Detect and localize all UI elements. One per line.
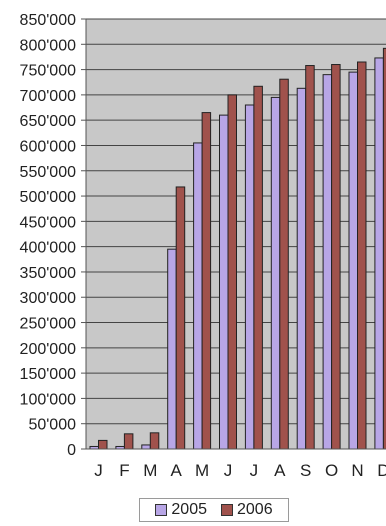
y-tick-label: 350'000 [20, 265, 77, 282]
legend-label-2005: 2005 [171, 501, 207, 518]
x-tick-label: O [325, 461, 338, 480]
y-tick-label: 650'000 [20, 113, 77, 130]
x-tick-label: J [250, 461, 259, 480]
y-tick-label: 100'000 [20, 391, 77, 408]
y-tick-label: 50'000 [28, 417, 76, 434]
y-tick-label: 500'000 [20, 189, 77, 206]
bar-2006-8 [279, 78, 289, 450]
legend-item-2006: 2006 [221, 501, 273, 519]
bar-2005-7 [244, 104, 255, 450]
legend-swatch-2005 [155, 504, 168, 516]
y-tick-label: 750'000 [20, 63, 77, 80]
x-tick-label: M [195, 461, 209, 480]
bar-2005-9 [296, 87, 307, 450]
bar-2006-5 [201, 112, 212, 450]
bar-2006-4 [175, 186, 186, 450]
legend-label-2006: 2006 [237, 501, 273, 518]
bar-2006-1 [98, 439, 108, 450]
bar-2005-12 [374, 57, 384, 450]
y-tick-label: 450'000 [20, 214, 77, 231]
x-tick-label: A [171, 461, 183, 480]
legend-swatch-2006 [221, 504, 233, 516]
y-tick-label: 800'000 [20, 37, 77, 54]
legend-item-2005: 2005 [155, 501, 207, 519]
y-axis-tick-labels: 0 50'000 100'000 150'000 200'000 250'000 300'0… [20, 12, 86, 459]
legend: 2005 2006 [139, 498, 289, 522]
y-tick-label: 150'000 [20, 366, 77, 383]
bar-2006-12 [382, 47, 386, 450]
y-tick-label: 300'000 [20, 290, 77, 307]
bar-2006-3 [149, 432, 160, 450]
bar-2006-10 [331, 64, 341, 450]
bar-2005-10 [322, 74, 333, 450]
bar-2005-11 [348, 71, 358, 450]
bar-2005-6 [219, 114, 229, 450]
bar-2005-3 [141, 444, 151, 450]
bar-2006-9 [305, 65, 315, 450]
x-tick-label: S [300, 461, 311, 480]
y-tick-label: 700'000 [20, 88, 77, 105]
x-tick-label: N [351, 461, 363, 480]
bar-2006-6 [227, 94, 237, 450]
x-tick-label: F [119, 461, 129, 480]
y-tick-label: 600'000 [20, 138, 77, 155]
x-tick-label: A [274, 461, 286, 480]
x-tick-label: J [224, 461, 233, 480]
bar-2006-11 [357, 61, 367, 450]
x-tick-label: D [377, 461, 386, 480]
bar-2006-2 [123, 433, 134, 450]
bar-2005-4 [167, 248, 177, 450]
x-tick-label: J [94, 461, 103, 480]
y-tick-label: 550'000 [20, 164, 77, 181]
bar-2005-8 [270, 96, 281, 450]
y-tick-label: 400'000 [20, 240, 77, 257]
y-tick-label: 0 [67, 442, 76, 459]
x-tick-label: M [143, 461, 157, 480]
bar-2005-5 [193, 142, 203, 450]
y-tick-label: 200'000 [20, 341, 77, 358]
bar-2006-7 [253, 85, 263, 450]
y-tick-label: 250'000 [20, 316, 77, 333]
y-tick-label: 850'000 [20, 12, 77, 29]
